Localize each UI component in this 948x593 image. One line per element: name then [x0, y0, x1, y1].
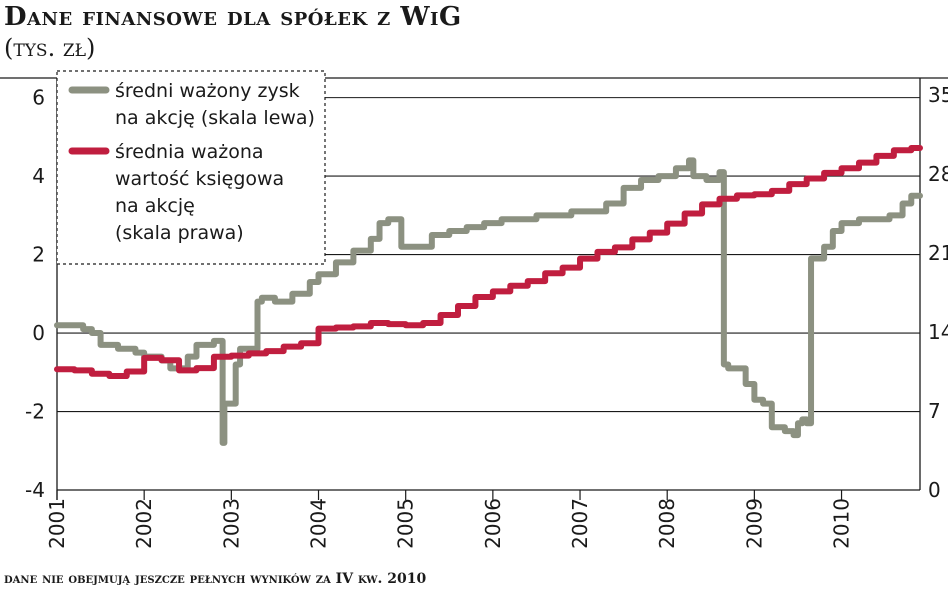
- left-tick-label: -4: [25, 478, 45, 502]
- x-tick-label: 2005: [394, 498, 418, 549]
- left-tick-label: -2: [25, 400, 45, 424]
- right-tick-label: 7: [928, 399, 941, 423]
- left-tick-label: 6: [32, 86, 45, 110]
- legend-label-bvps: na akcję: [115, 195, 195, 217]
- left-tick-label: 4: [32, 164, 45, 188]
- legend-label-bvps: wartość księgowa: [115, 168, 284, 190]
- x-tick-label: 2009: [742, 498, 766, 549]
- right-tick-label: 21: [928, 241, 948, 265]
- footnote: dane nie obejmują jeszcze pełnych wynikó…: [4, 571, 427, 587]
- axes: 6 4 2 0 -2 -4 35 28 21 14 7 0 2001 2002 2003 2004 2005 20…: [25, 78, 948, 549]
- x-tick-label: 2010: [830, 498, 854, 549]
- x-tick-label: 2003: [219, 498, 243, 549]
- eps-line: [54, 157, 923, 446]
- legend: średni ważony zysk na akcję (skala lewa) ś…: [56, 70, 326, 265]
- series-lines: [54, 144, 923, 446]
- legend-label-eps: na akcję (skala lewa): [115, 107, 315, 129]
- legend-box: [56, 70, 326, 265]
- legend-label-bvps: średnia ważona: [115, 141, 264, 163]
- x-tick-label: 2002: [132, 498, 156, 549]
- x-tick-label: 2008: [655, 498, 679, 549]
- left-tick-label: 0: [32, 321, 45, 345]
- right-tick-label: 0: [928, 478, 941, 502]
- chart-title: Dane finansowe dla spółek z WiG: [4, 2, 462, 32]
- bvps-line: [54, 144, 923, 379]
- x-tick-label: 2004: [307, 498, 331, 549]
- right-tick-label: 35: [928, 83, 948, 107]
- legend-label-eps: średni ważony zysk: [115, 80, 300, 102]
- x-tick-label: 2007: [568, 498, 592, 549]
- right-tick-label: 14: [928, 320, 948, 344]
- right-tick-label: 28: [928, 162, 948, 186]
- left-tick-label: 2: [32, 243, 45, 267]
- x-tick-label: 2001: [45, 498, 69, 549]
- chart-subtitle: (tys. zł): [4, 34, 96, 62]
- x-tick-label: 2006: [481, 498, 505, 549]
- legend-label-bvps: (skala prawa): [115, 222, 244, 244]
